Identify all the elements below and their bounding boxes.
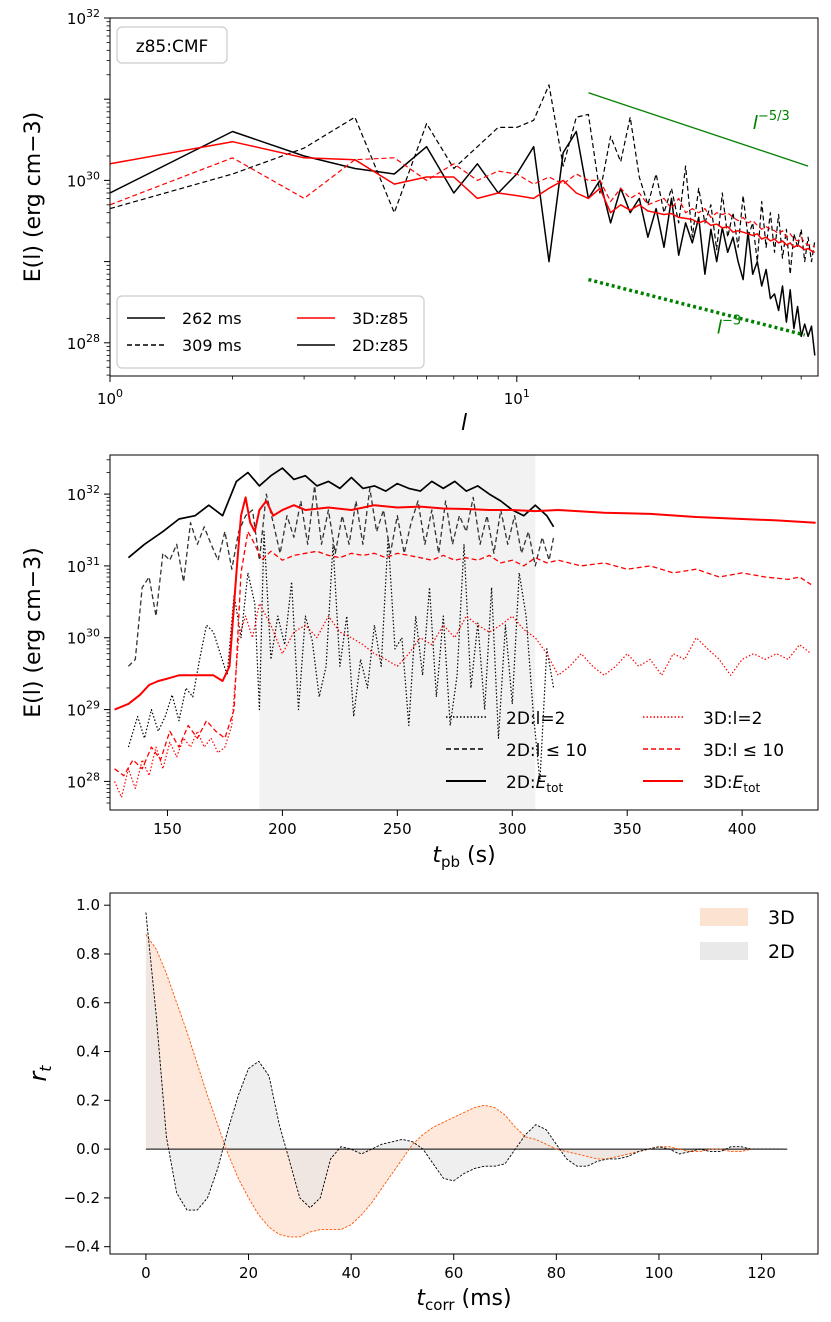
series-line-2d	[145, 912, 783, 1211]
y-tick-label: 1028	[67, 770, 100, 791]
y-tick-label: 1032	[67, 7, 100, 28]
y-axis-label: rt	[24, 1065, 55, 1082]
legend-label: 262 ms	[182, 309, 242, 328]
y-tick-label: 0.6	[76, 994, 100, 1012]
series-line-3d-l2	[114, 602, 812, 799]
series-line-2d-l2	[127, 530, 555, 783]
legend-label: 3D:l ≤ 10	[703, 741, 784, 761]
axes-frame	[109, 454, 819, 811]
legend-label: 3D	[768, 907, 795, 929]
x-tick-label: 100	[97, 387, 123, 408]
series-line-3d-l10	[114, 530, 812, 777]
legend-label: 3D:l=2	[703, 709, 762, 729]
y-tick-label: 1029	[67, 699, 100, 720]
x-tick-label: 0	[141, 1264, 151, 1282]
axes-frame	[109, 17, 819, 377]
x-axis-label: tpb (s)	[432, 843, 495, 871]
legend-box	[116, 295, 425, 369]
series-line-2d-262	[110, 130, 816, 356]
x-tick-label: 350	[613, 820, 642, 838]
x-tick-label: 120	[747, 1264, 776, 1282]
legend-swatch	[700, 942, 748, 960]
series-line-2d-309	[110, 84, 816, 275]
legend-swatch	[700, 908, 748, 926]
x-tick-label: 20	[239, 1264, 258, 1282]
x-tick-label: 40	[342, 1264, 361, 1282]
series-line-2d-etot	[127, 467, 555, 559]
x-tick-label: 80	[547, 1264, 566, 1282]
time-evolution-panel: 150 200 250 300 350 400 1028 1029 1030 1031 1032 tp…	[21, 454, 819, 871]
y-tick-label: 0.0	[76, 1140, 100, 1158]
x-tick-label: 400	[728, 820, 757, 838]
y-tick-label: 1.0	[76, 896, 100, 914]
legend-label: 2D:z85	[352, 336, 409, 355]
plot-lines	[110, 84, 816, 356]
y-tick-label: 1030	[67, 627, 100, 648]
annotation-box	[116, 26, 228, 64]
x-tick-label: 300	[498, 820, 527, 838]
y-tick-label: −0.4	[64, 1238, 100, 1256]
x-tick-label: 101	[504, 387, 530, 408]
y-tick-label: 0.4	[76, 1043, 100, 1061]
x-tick-label: 250	[383, 820, 412, 838]
spectrum-panel: l−5/3 l−3 100 101 1028 1030 1032 l E(l) (erg cm−…	[21, 7, 819, 436]
series-line-3d-309	[110, 140, 816, 253]
legend: 262 ms 309 ms 3D:z85 2D:z85	[116, 295, 425, 369]
y-tick-label: 0.8	[76, 945, 100, 963]
legend-label: 2D:Etot	[506, 773, 563, 795]
legend: 2D:l=2 2D:l ≤ 10 2D:Etot 3D:l=2 3D:l ≤ 10 3D:…	[446, 709, 784, 795]
legend-label: 2D:l ≤ 10	[506, 741, 587, 761]
plot-lines	[114, 467, 816, 799]
legend: 3D 2D	[700, 907, 795, 963]
legend-label: 2D:l=2	[506, 709, 565, 729]
y-axis-label: E(l) (erg cm−3)	[21, 112, 46, 282]
x-axis-label: l	[461, 411, 467, 436]
x-tick-label: 150	[153, 820, 182, 838]
annotation-text: z85:CMF	[136, 37, 209, 57]
x-tick-label: 100	[645, 1264, 674, 1282]
reference-line-0	[588, 92, 809, 167]
x-tick-label: 60	[444, 1264, 463, 1282]
legend-label: 309 ms	[182, 336, 242, 355]
series-line-2d-l10	[127, 485, 555, 667]
legend-label: 3D:Etot	[703, 773, 760, 795]
y-tick-label: 0.2	[76, 1091, 100, 1109]
y-tick-label: 1031	[67, 555, 100, 576]
axes-frame	[109, 892, 819, 1255]
y-axis-label: E(l) (erg cm−3)	[21, 547, 46, 717]
y-tick-label: −0.2	[64, 1189, 100, 1207]
y-tick-label: 1032	[67, 483, 100, 504]
series-line-3d-etot	[114, 496, 816, 711]
autocorrelation-panel: 0 20 40 60 80 100 120 −0.4 −0.2 0.0 0.2 0.4 0.6 0.8 1.…	[24, 892, 819, 1314]
area-fill-2d	[145, 912, 783, 1211]
x-tick-label: 200	[268, 820, 297, 838]
reference-line-1	[588, 277, 806, 337]
reference-label-0: l−5/3	[753, 109, 790, 134]
legend-label: 3D:z85	[352, 309, 409, 328]
reference-label-1: l−3	[717, 314, 741, 339]
legend-label: 2D	[768, 941, 795, 963]
y-tick-label: 1030	[67, 169, 100, 190]
y-tick-label: 1028	[67, 332, 100, 353]
x-axis-label: tcorr (ms)	[416, 1286, 511, 1314]
